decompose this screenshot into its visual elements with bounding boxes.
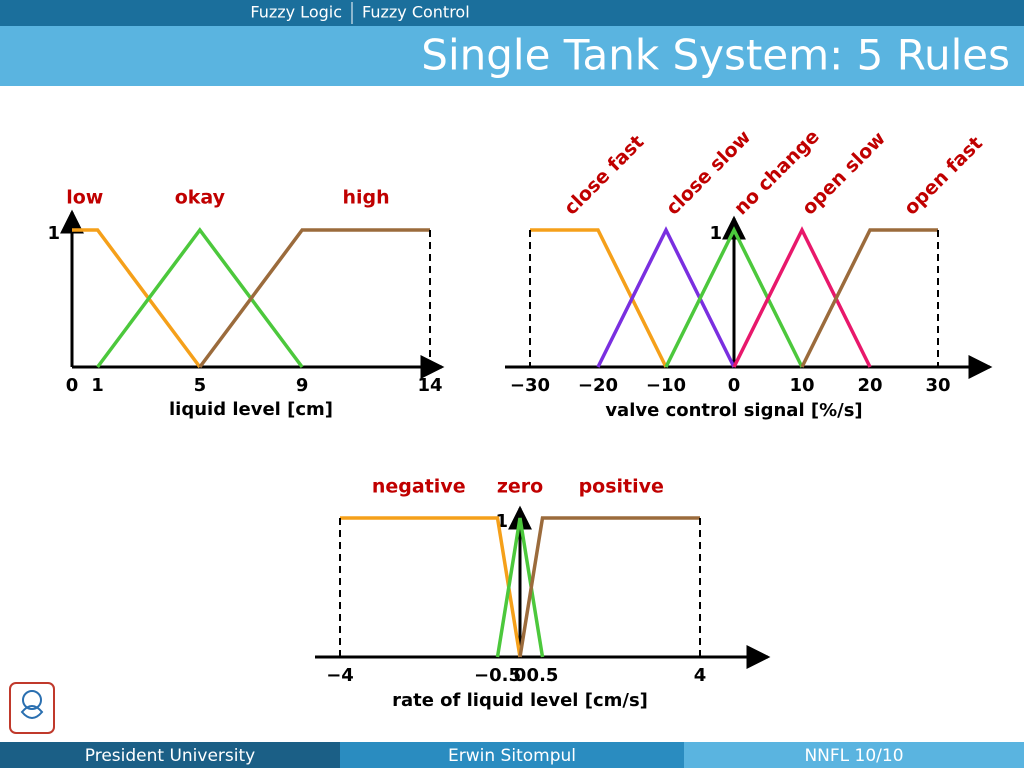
x-tick-label: 0 xyxy=(66,375,79,396)
logo xyxy=(9,682,55,734)
membership-line xyxy=(664,226,804,368)
footer-left-bg xyxy=(0,742,340,768)
series-label: positive xyxy=(579,476,664,498)
membership-line xyxy=(596,226,736,368)
membership-line xyxy=(72,228,202,369)
membership-line xyxy=(340,516,522,658)
membership-line xyxy=(800,228,938,368)
x-tick-label: 0 xyxy=(514,665,527,686)
series-label: open fast xyxy=(900,132,987,219)
x-tick-label: 9 xyxy=(296,375,309,396)
series-label: okay xyxy=(175,187,226,209)
x-tick-label: 30 xyxy=(925,375,950,396)
footer-right: NNFL 10/10 xyxy=(804,746,903,766)
x-tick-label: 4 xyxy=(694,665,707,686)
series-label: close fast xyxy=(560,131,648,219)
x-tick-label: −4 xyxy=(326,665,354,686)
x-axis-label: liquid level [cm] xyxy=(169,399,333,420)
membership-line xyxy=(198,228,430,369)
x-tick-label: 0.5 xyxy=(527,665,559,686)
slide-title: Single Tank System: 5 Rules xyxy=(421,31,1010,80)
x-axis-label: rate of liquid level [cm/s] xyxy=(392,690,648,711)
membership-line xyxy=(732,226,872,368)
x-tick-label: −30 xyxy=(510,375,550,396)
header-topic: Fuzzy Control xyxy=(362,3,470,22)
title-band xyxy=(0,26,1024,86)
x-tick-label: 14 xyxy=(417,375,442,396)
header-bar xyxy=(0,0,1024,26)
x-tick-label: −20 xyxy=(578,375,618,396)
y-tick-label: 1 xyxy=(47,223,60,244)
x-tick-label: 5 xyxy=(194,375,207,396)
footer-right-bg xyxy=(684,742,1024,768)
x-tick-label: 1 xyxy=(91,375,104,396)
membership-line xyxy=(495,517,545,658)
x-tick-label: 10 xyxy=(789,375,814,396)
membership-line xyxy=(530,228,668,368)
series-label: negative xyxy=(372,476,466,498)
header-section: Fuzzy Logic xyxy=(250,3,342,22)
footer-left: President University xyxy=(85,746,255,766)
x-tick-label: 20 xyxy=(857,375,882,396)
membership-line xyxy=(518,516,700,658)
x-tick-label: −0.5 xyxy=(474,665,521,686)
x-axis-label: valve control signal [%/s] xyxy=(605,400,862,421)
footer-center-bg xyxy=(340,742,684,768)
series-label: zero xyxy=(497,476,543,498)
series-label: high xyxy=(342,187,389,209)
x-tick-label: −10 xyxy=(646,375,686,396)
series-label: low xyxy=(66,187,103,209)
x-tick-label: 0 xyxy=(728,375,741,396)
membership-line xyxy=(96,227,304,369)
y-tick-label: 1 xyxy=(709,223,722,244)
footer-center: Erwin Sitompul xyxy=(448,746,576,766)
